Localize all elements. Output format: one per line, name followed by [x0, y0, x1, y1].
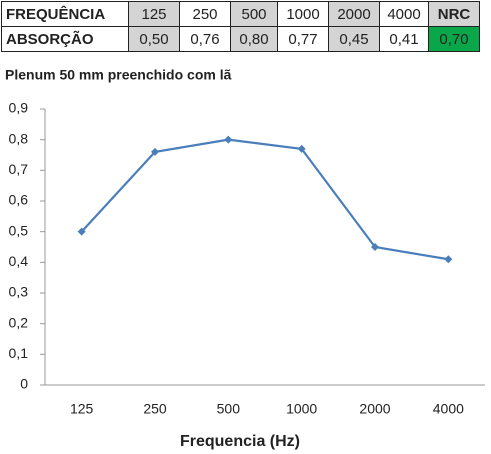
- table-cell: 0,50: [128, 26, 180, 52]
- x-tick-label: 500: [217, 401, 241, 417]
- y-tick-label: 0,8: [9, 130, 29, 146]
- table-cell: NRC: [428, 1, 480, 27]
- table-cell: 1000: [277, 1, 329, 27]
- table-cell: 0,76: [179, 26, 231, 52]
- data-point: [151, 147, 159, 156]
- x-tick-label: 125: [70, 401, 94, 417]
- table-row: FREQUÊNCIA 125 250 500 1000 2000 4000 NRC: [1, 1, 480, 27]
- y-tick-label: 0,2: [9, 314, 29, 330]
- y-tick-label: 0,5: [9, 222, 29, 238]
- x-tick-label: 1000: [286, 401, 317, 417]
- y-tick-label: 0,1: [9, 345, 29, 361]
- chart-title: Plenum 50 mm preenchido com lã: [5, 67, 232, 83]
- table-cell: 0,77: [277, 26, 329, 52]
- data-point: [444, 255, 453, 264]
- absorption-table: FREQUÊNCIA 125 250 500 1000 2000 4000 NRC ABSORÇ…: [1, 1, 480, 52]
- data-point: [297, 144, 306, 153]
- data-point: [77, 227, 86, 236]
- table-row: ABSORÇÃO 0,50 0,76 0,80 0,77 0,45 0,41 0,70: [1, 26, 480, 52]
- table-cell: 0,41: [379, 26, 429, 52]
- data-line: [80, 138, 449, 261]
- table-cell: 250: [179, 1, 231, 27]
- x-tick-label: 4000: [433, 401, 464, 417]
- table-cell: 4000: [379, 1, 429, 27]
- data-point: [224, 135, 233, 144]
- y-tick-label: 0: [20, 376, 28, 392]
- y-tick-label: 0,6: [9, 192, 29, 208]
- table-cell: 2000: [328, 1, 380, 27]
- y-tick-label: 0,4: [9, 253, 29, 269]
- table-cell: 125: [128, 1, 180, 27]
- chart: Plenum 50 mm preenchido com lã Frequenci…: [5, 67, 485, 450]
- table-cell: 500: [230, 1, 278, 27]
- y-tick-label: 0,9: [9, 100, 29, 116]
- table-cell: ABSORÇÃO: [1, 26, 129, 52]
- y-tick-label: 0,7: [9, 161, 29, 177]
- y-tick-label: 0,3: [9, 284, 29, 300]
- x-axis-title: Frequencia (Hz): [180, 433, 300, 450]
- table-cell: FREQUÊNCIA: [1, 1, 129, 27]
- table-cell: 0,70: [428, 26, 480, 52]
- data-point: [371, 243, 379, 251]
- table-cell: 0,80: [230, 26, 278, 52]
- x-tick-label: 250: [143, 401, 167, 417]
- x-tick-label: 2000: [359, 401, 390, 417]
- table-cell: 0,45: [328, 26, 380, 52]
